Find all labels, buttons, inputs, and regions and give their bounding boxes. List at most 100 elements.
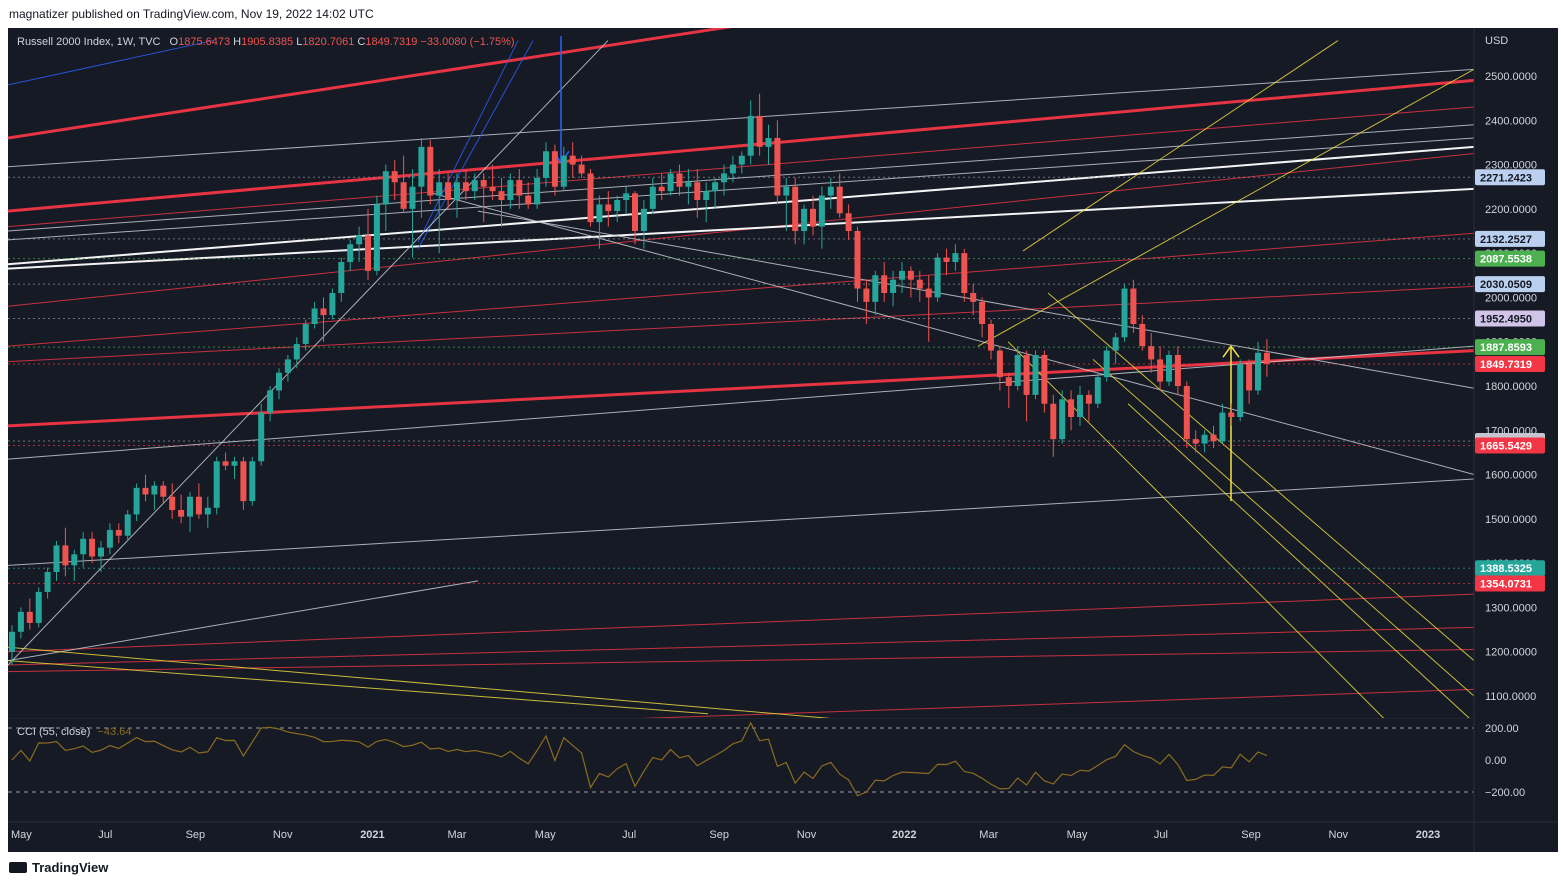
trendline bbox=[8, 285, 1474, 363]
trendline bbox=[8, 78, 1474, 213]
candle-body bbox=[774, 138, 781, 196]
price-level-badge bbox=[1475, 230, 1545, 247]
trendline bbox=[8, 345, 1474, 460]
candle-body bbox=[445, 182, 452, 200]
candle-body bbox=[854, 231, 861, 289]
legend-low-label: L bbox=[296, 36, 303, 48]
candle-body bbox=[35, 591, 42, 623]
candle-body bbox=[400, 182, 407, 209]
price-level-label: 1887.8593 bbox=[1480, 342, 1532, 354]
candle-body bbox=[1094, 377, 1101, 404]
candle-body bbox=[320, 308, 327, 316]
candle-body bbox=[329, 293, 336, 316]
candle-body bbox=[560, 155, 567, 187]
candle-body bbox=[142, 487, 149, 495]
candle-body bbox=[1068, 399, 1075, 417]
candle-body bbox=[17, 611, 24, 632]
candle-body bbox=[133, 487, 140, 515]
trendline bbox=[8, 646, 831, 718]
time-tick-label: May bbox=[535, 829, 556, 841]
trendline bbox=[1007, 341, 1385, 718]
candle-body bbox=[578, 164, 585, 174]
price-tick-label: 2400.0000 bbox=[1485, 115, 1537, 127]
time-tick-label: Mar bbox=[448, 829, 467, 841]
brand-text: TradingView bbox=[32, 860, 109, 875]
candle-body bbox=[632, 193, 638, 231]
axes-group: USD 2500.0000 2400.0000 2300.0000 2200.0000 2… bbox=[8, 28, 1558, 852]
price-tick-label: 1100.0000 bbox=[1485, 691, 1536, 703]
trendline bbox=[8, 580, 479, 662]
candle-body bbox=[934, 257, 941, 298]
candle-body bbox=[195, 496, 202, 515]
candle-body bbox=[1192, 439, 1199, 444]
legend-high-label: H bbox=[233, 36, 242, 48]
price-level-label: 1952.4950 bbox=[1480, 313, 1532, 325]
price-tick-label: 2300.0000 bbox=[1485, 160, 1537, 172]
candle-body bbox=[365, 235, 371, 271]
price-tick-label: 1800.0000 bbox=[1485, 381, 1537, 393]
legend-symbol: Russell 2000 Index, 1W, TVC bbox=[17, 36, 161, 48]
price-level-label: 1354.0731 bbox=[1480, 578, 1532, 590]
candle-body bbox=[943, 257, 950, 262]
price-level-badge bbox=[1475, 169, 1545, 186]
candle-body bbox=[970, 293, 977, 302]
price-level-label: 1849.7319 bbox=[1480, 359, 1532, 371]
tradingview-logo-icon bbox=[9, 862, 27, 873]
candle-body bbox=[489, 186, 496, 192]
candle-body bbox=[872, 275, 879, 302]
time-tick-label: Nov bbox=[273, 829, 293, 841]
candle-body bbox=[952, 253, 959, 262]
time-tick-label: 2023 bbox=[1416, 829, 1440, 841]
candle-body bbox=[1050, 403, 1057, 440]
candle-body bbox=[845, 213, 852, 231]
candle-body bbox=[409, 186, 416, 209]
trendline bbox=[8, 68, 1474, 168]
price-level-label: 2087.5538 bbox=[1480, 254, 1532, 266]
candle-body bbox=[160, 485, 167, 497]
published-by-text: magnatizer published on TradingView.com,… bbox=[9, 7, 374, 21]
candle-body bbox=[712, 182, 719, 192]
candle-body bbox=[1166, 355, 1172, 382]
candle-body bbox=[347, 244, 354, 262]
candle-body bbox=[881, 275, 888, 293]
candle-body bbox=[1014, 355, 1021, 386]
price-level-badge bbox=[1475, 339, 1545, 356]
chart-panel[interactable]: USD 2500.0000 2400.0000 2300.0000 2200.0000 2… bbox=[8, 28, 1558, 852]
candle-body bbox=[231, 461, 238, 466]
candle-body bbox=[1103, 350, 1110, 378]
price-level-badge bbox=[1475, 437, 1545, 454]
candle-body bbox=[1041, 355, 1048, 404]
legend-open-label: O bbox=[169, 36, 179, 48]
candle-body bbox=[1201, 434, 1208, 444]
candle-body bbox=[462, 182, 469, 192]
chart-canvas[interactable]: USD 2500.0000 2400.0000 2300.0000 2200.0000 2… bbox=[8, 28, 1558, 852]
cci-line bbox=[11, 721, 1268, 797]
price-tick-label: 1500.0000 bbox=[1485, 514, 1537, 526]
candle-body bbox=[187, 496, 193, 517]
tradingview-logo[interactable]: TradingView bbox=[9, 860, 108, 875]
candle-body bbox=[1148, 346, 1155, 360]
candle-body bbox=[169, 496, 176, 510]
candle-body bbox=[9, 631, 15, 652]
candle-body bbox=[676, 173, 683, 187]
candle-body bbox=[765, 138, 772, 147]
candle-body bbox=[1183, 386, 1190, 440]
candle-body bbox=[1085, 394, 1092, 404]
price-tick-label: 2000.0000 bbox=[1485, 292, 1537, 304]
candle-body bbox=[738, 155, 745, 165]
candle-body bbox=[1023, 355, 1030, 395]
candle-body bbox=[356, 235, 363, 245]
trendline bbox=[8, 145, 1474, 266]
candle-body bbox=[284, 359, 291, 373]
candle-body bbox=[1032, 355, 1039, 395]
candle-body bbox=[436, 182, 443, 196]
candle-body bbox=[961, 253, 968, 293]
candle-body bbox=[471, 180, 478, 192]
trendline bbox=[8, 478, 1474, 566]
time-tick-label: Sep bbox=[1241, 829, 1261, 841]
candle-body bbox=[534, 177, 541, 205]
candle-body bbox=[106, 529, 113, 548]
trendline bbox=[8, 40, 609, 666]
candle-body bbox=[810, 208, 816, 227]
candle-body bbox=[1237, 363, 1244, 417]
